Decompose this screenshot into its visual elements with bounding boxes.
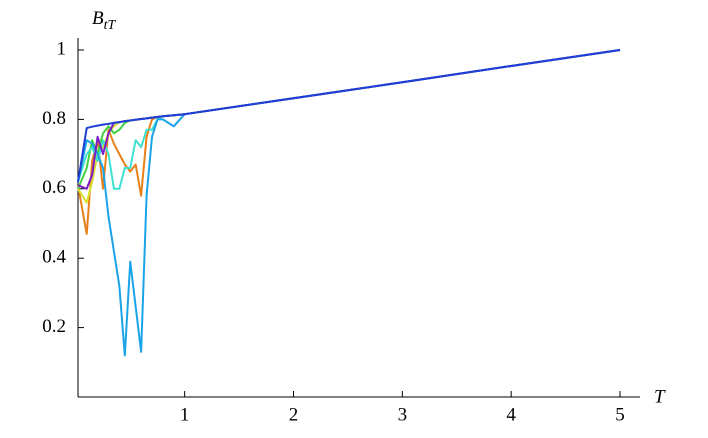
- series-line: [77, 49, 621, 235]
- x-tick-label: 3: [398, 404, 408, 425]
- x-axis-label: T: [654, 386, 666, 407]
- y-axis-label: BtT: [92, 8, 116, 33]
- series-line: [77, 49, 621, 204]
- y-tick-label: 1: [57, 38, 67, 59]
- x-tick-label: 1: [180, 404, 190, 425]
- y-tick-label: 0.4: [42, 247, 66, 268]
- x-tick-label: 2: [289, 404, 299, 425]
- y-tick-label: 0.6: [42, 177, 66, 198]
- y-tick-label: 0.2: [42, 316, 66, 337]
- series-line: [77, 49, 621, 183]
- x-tick-label: 4: [506, 404, 516, 425]
- y-label-main: B: [92, 8, 104, 29]
- series-line: [77, 49, 621, 357]
- y-label-sub: tT: [104, 18, 117, 33]
- x-tick-label: 5: [615, 404, 625, 425]
- y-tick-label: 0.8: [42, 108, 66, 129]
